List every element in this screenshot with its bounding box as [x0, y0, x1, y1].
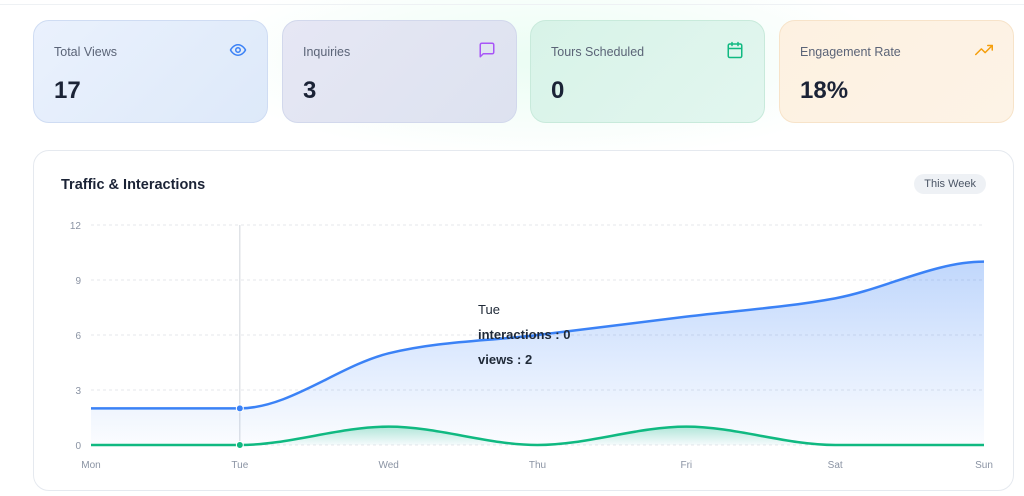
x-tick-label: Mon [81, 460, 100, 471]
area-chart[interactable]: 0 3 6 9 12 Mon Tue Wed Thu Fri Sat Sun [34, 151, 1015, 492]
y-axis: 0 3 6 9 12 [70, 221, 82, 452]
calendar-icon [727, 41, 743, 59]
tooltip-title: Tue [478, 302, 500, 317]
tooltip-row-interactions: interactions : 0 [478, 327, 571, 342]
eye-icon [229, 44, 247, 56]
y-tick-label: 12 [70, 221, 82, 232]
stat-card-total-views: Total Views 17 [33, 20, 268, 123]
trending-up-icon [975, 44, 993, 56]
stat-label: Inquiries [303, 45, 351, 59]
stat-label: Tours Scheduled [551, 45, 645, 59]
stat-card-inquiries: Inquiries 3 [282, 20, 517, 123]
chart-tooltip: Tue interactions : 0 views : 2 [478, 297, 570, 372]
interactions-active-dot [235, 441, 244, 449]
x-tick-label: Fri [680, 460, 692, 471]
x-tick-label: Sat [828, 460, 843, 471]
stat-value: 18% [800, 77, 849, 104]
stat-value: 0 [551, 77, 565, 104]
traffic-chart-card: Traffic & Interactions This Week 0 3 6 9 12 … [33, 150, 1014, 491]
x-tick-label: Thu [529, 460, 546, 471]
top-divider [0, 4, 1024, 5]
stat-value: 3 [303, 77, 317, 104]
tooltip-row-views: views : 2 [478, 352, 533, 367]
views-area [91, 261, 984, 445]
x-tick-label: Sun [975, 460, 993, 471]
x-axis: Mon Tue Wed Thu Fri Sat Sun [81, 460, 993, 471]
x-tick-label: Tue [231, 460, 248, 471]
y-tick-label: 9 [75, 276, 81, 287]
date-range-selector[interactable]: This Week [914, 174, 986, 194]
message-square-icon [479, 42, 495, 58]
y-tick-label: 6 [75, 331, 81, 342]
chart-series [90, 260, 985, 449]
stat-label: Engagement Rate [800, 45, 901, 59]
interactions-area [91, 426, 984, 445]
y-tick-label: 0 [75, 441, 81, 452]
stat-card-tours-scheduled: Tours Scheduled 0 [530, 20, 765, 123]
stat-card-engagement-rate: Engagement Rate 18% [779, 20, 1014, 123]
y-tick-label: 3 [75, 386, 81, 397]
stat-value: 17 [54, 77, 81, 104]
chart-title: Traffic & Interactions [61, 177, 206, 193]
stat-label: Total Views [54, 45, 117, 59]
x-tick-label: Wed [378, 460, 398, 471]
views-active-dot [235, 404, 244, 413]
